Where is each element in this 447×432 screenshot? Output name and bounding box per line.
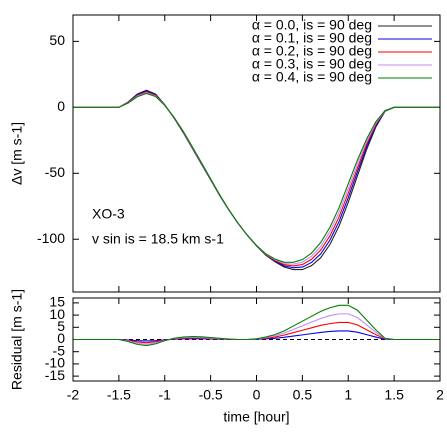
legend-label: α = 0.1, is = 90 deg — [252, 30, 372, 46]
annotation: v sin is = 18.5 km s-1 — [92, 231, 224, 247]
x-tick-label: -1 — [159, 387, 172, 403]
y-tick-label: -100 — [37, 230, 65, 246]
y-tick-label: 0 — [57, 330, 65, 346]
y-tick-label: 50 — [49, 32, 65, 48]
y-tick-label: 0 — [57, 98, 65, 114]
data-line — [73, 92, 440, 263]
x-tick-label: 0.5 — [293, 387, 313, 403]
plot-frame — [72, 14, 441, 293]
x-tick-label: -2 — [67, 387, 80, 403]
legend-label: α = 0.0, is = 90 deg — [252, 17, 372, 33]
y-tick-label: -50 — [45, 164, 65, 180]
x-tick-label: -0.5 — [199, 387, 223, 403]
x-tick-label: 0 — [253, 387, 261, 403]
y-tick-label: 15 — [49, 294, 65, 310]
legend-label: α = 0.4, is = 90 deg — [252, 69, 372, 85]
y-axis-label: Δv [m s-1] — [9, 122, 25, 185]
data-line — [73, 304, 440, 347]
x-tick-label: 1 — [344, 387, 352, 403]
x-tick-label: 2 — [436, 387, 444, 403]
legend-label: α = 0.2, is = 90 deg — [252, 43, 372, 59]
x-axis-label: time [hour] — [223, 409, 289, 425]
y-axis-label: Residual [m s-1] — [9, 289, 25, 390]
y-tick-label: -15 — [45, 367, 65, 383]
annotation: XO-3 — [92, 206, 125, 222]
legend-label: α = 0.3, is = 90 deg — [252, 56, 372, 72]
plot-frame — [72, 297, 441, 382]
x-tick-label: -1.5 — [107, 387, 131, 403]
y-tick-label: -5 — [53, 342, 66, 358]
y-tick-label: -10 — [45, 355, 65, 371]
x-tick-label: 1.5 — [384, 387, 404, 403]
y-tick-label: 5 — [57, 318, 65, 334]
y-tick-label: 10 — [49, 306, 65, 322]
